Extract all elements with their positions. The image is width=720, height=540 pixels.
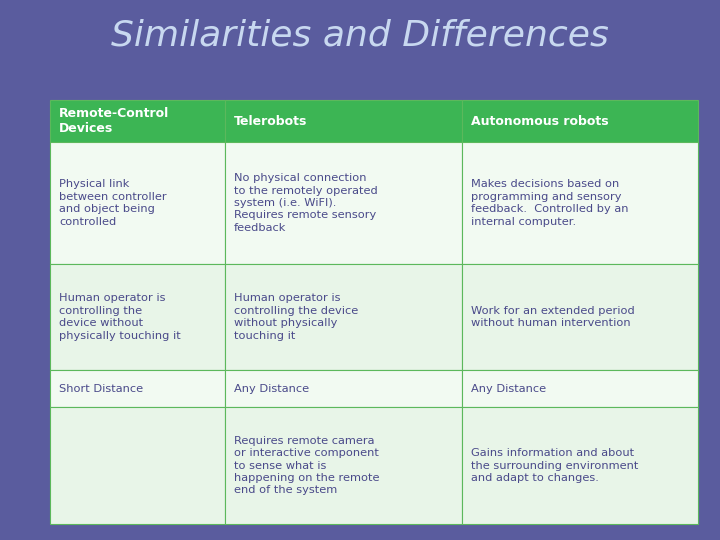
- Text: Gains information and about
the surrounding environment
and adapt to changes.: Gains information and about the surround…: [471, 448, 638, 483]
- Bar: [462, 143, 698, 264]
- Bar: [225, 100, 462, 142]
- Text: Any Distance: Any Distance: [234, 384, 309, 394]
- Text: Remote-Control
Devices: Remote-Control Devices: [59, 107, 169, 136]
- Text: Makes decisions based on
programming and sensory
feedback.  Controlled by an
int: Makes decisions based on programming and…: [471, 179, 628, 227]
- Bar: [50, 100, 225, 142]
- Text: Human operator is
controlling the
device without
physically touching it: Human operator is controlling the device…: [59, 293, 181, 341]
- Text: No physical connection
to the remotely operated
system (i.e. WiFI).
Requires rem: No physical connection to the remotely o…: [234, 173, 378, 233]
- Bar: [50, 264, 225, 370]
- Text: Requires remote camera
or interactive component
to sense what is
happening on th: Requires remote camera or interactive co…: [234, 436, 379, 495]
- Bar: [50, 407, 225, 524]
- Bar: [225, 370, 462, 407]
- Bar: [225, 264, 462, 370]
- Bar: [225, 407, 462, 524]
- Text: Work for an extended period
without human intervention: Work for an extended period without huma…: [471, 306, 634, 328]
- Text: Telerobots: Telerobots: [234, 114, 307, 127]
- Bar: [50, 143, 225, 264]
- Text: Physical link
between controller
and object being
controlled: Physical link between controller and obj…: [59, 179, 166, 227]
- Bar: [50, 370, 225, 407]
- Bar: [462, 407, 698, 524]
- Text: Similarities and Differences: Similarities and Differences: [111, 18, 609, 52]
- Bar: [225, 143, 462, 264]
- Bar: [462, 370, 698, 407]
- Bar: [462, 264, 698, 370]
- Text: Autonomous robots: Autonomous robots: [471, 114, 608, 127]
- Text: Any Distance: Any Distance: [471, 384, 546, 394]
- Bar: [462, 100, 698, 142]
- Text: Short Distance: Short Distance: [59, 384, 143, 394]
- Text: Human operator is
controlling the device
without physically
touching it: Human operator is controlling the device…: [234, 293, 359, 341]
